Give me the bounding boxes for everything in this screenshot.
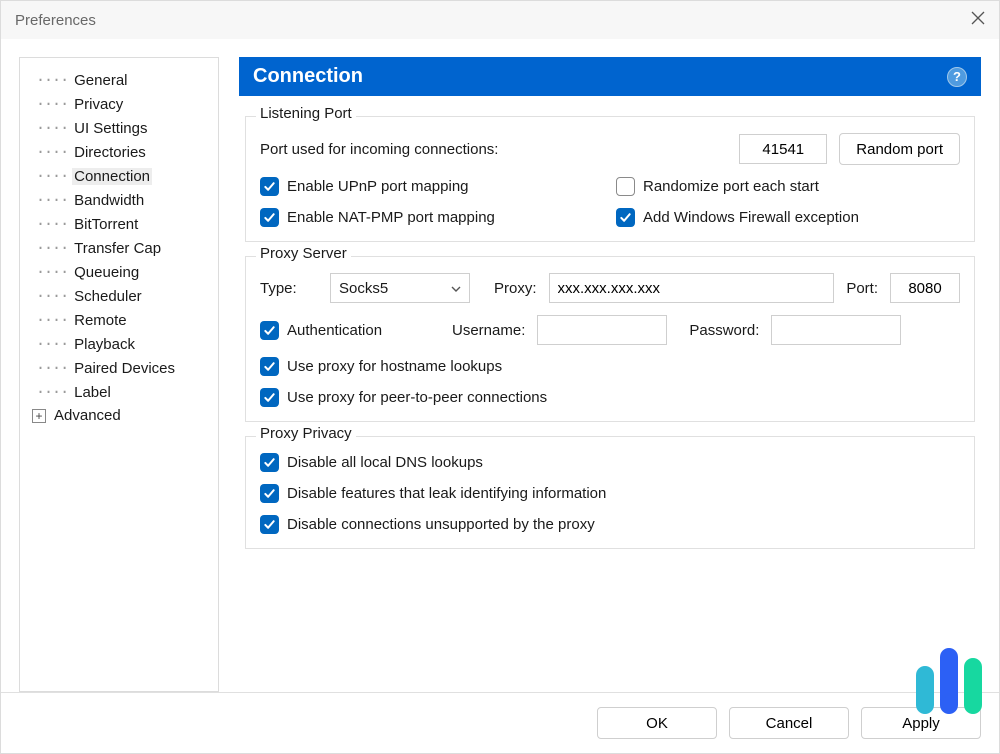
sidebar-item-label: Scheduler — [72, 288, 144, 305]
proxy-server-group: Proxy Server Type: Socks5 Proxy: Port: — [245, 256, 975, 422]
sidebar-item-remote[interactable]: ····Remote — [28, 308, 210, 332]
firewall-checkbox[interactable]: Add Windows Firewall exception — [616, 208, 859, 227]
port-label: Port used for incoming connections: — [260, 141, 727, 158]
listening-port-group: Listening Port Port used for incoming co… — [245, 116, 975, 242]
help-icon[interactable]: ? — [947, 67, 967, 87]
username-input[interactable] — [537, 315, 667, 345]
disable-dns-checkbox[interactable]: Disable all local DNS lookups — [260, 453, 483, 472]
sidebar-item-queueing[interactable]: ····Queueing — [28, 260, 210, 284]
panel-title: Connection — [253, 65, 363, 88]
sidebar-item-label: UI Settings — [72, 120, 149, 137]
proxy-type-label: Type: — [260, 280, 318, 297]
proxy-port-label: Port: — [846, 280, 878, 297]
group-title: Proxy Server — [256, 245, 351, 262]
sidebar-item-label: Paired Devices — [72, 360, 177, 377]
upnp-checkbox[interactable]: Enable UPnP port mapping — [260, 177, 469, 196]
chevron-down-icon — [451, 281, 461, 295]
sidebar-item-connection[interactable]: ····Connection — [28, 164, 210, 188]
natpmp-checkbox[interactable]: Enable NAT-PMP port mapping — [260, 208, 495, 227]
password-input[interactable] — [771, 315, 901, 345]
sidebar-item-scheduler[interactable]: ····Scheduler — [28, 284, 210, 308]
sidebar-item-advanced[interactable]: + Advanced — [28, 404, 210, 427]
preferences-window: Preferences ····General····Privacy····UI… — [0, 0, 1000, 754]
panel-header: Connection ? — [239, 57, 981, 96]
dialog-footer: OK Cancel Apply — [1, 692, 999, 753]
close-icon[interactable] — [971, 11, 985, 29]
proxy-p2p-checkbox[interactable]: Use proxy for peer-to-peer connections — [260, 388, 547, 407]
sidebar-item-bittorrent[interactable]: ····BitTorrent — [28, 212, 210, 236]
sidebar-item-transfer-cap[interactable]: ····Transfer Cap — [28, 236, 210, 260]
disable-leak-checkbox[interactable]: Disable features that leak identifying i… — [260, 484, 606, 503]
group-title: Listening Port — [256, 105, 356, 122]
sidebar-item-label: Queueing — [72, 264, 141, 281]
cancel-button[interactable]: Cancel — [729, 707, 849, 739]
password-label: Password: — [689, 322, 759, 339]
titlebar: Preferences — [1, 1, 999, 39]
sidebar-item-label[interactable]: ····Label — [28, 380, 210, 404]
sidebar-item-general[interactable]: ····General — [28, 68, 210, 92]
sidebar-item-label: Transfer Cap — [72, 240, 163, 257]
disable-unsupported-checkbox[interactable]: Disable connections unsupported by the p… — [260, 515, 595, 534]
proxy-type-select[interactable]: Socks5 — [330, 273, 470, 303]
proxy-privacy-group: Proxy Privacy Disable all local DNS look… — [245, 436, 975, 549]
randomize-checkbox[interactable]: Randomize port each start — [616, 177, 819, 196]
sidebar-item-playback[interactable]: ····Playback — [28, 332, 210, 356]
ok-button[interactable]: OK — [597, 707, 717, 739]
random-port-button[interactable]: Random port — [839, 133, 960, 165]
sidebar-item-label: BitTorrent — [72, 216, 140, 233]
sidebar-item-paired-devices[interactable]: ····Paired Devices — [28, 356, 210, 380]
sidebar-item-privacy[interactable]: ····Privacy — [28, 92, 210, 116]
sidebar-item-label: Directories — [72, 144, 148, 161]
proxy-host-input[interactable] — [549, 273, 835, 303]
sidebar-item-label: Bandwidth — [72, 192, 146, 209]
window-title: Preferences — [15, 12, 96, 29]
sidebar-item-directories[interactable]: ····Directories — [28, 140, 210, 164]
group-title: Proxy Privacy — [256, 425, 356, 442]
proxy-port-input[interactable] — [890, 273, 960, 303]
proxy-hostname-checkbox[interactable]: Use proxy for hostname lookups — [260, 357, 502, 376]
sidebar-item-label: Advanced — [52, 407, 123, 424]
preferences-sidebar: ····General····Privacy····UI Settings···… — [19, 57, 219, 692]
sidebar-item-bandwidth[interactable]: ····Bandwidth — [28, 188, 210, 212]
listening-port-input[interactable] — [739, 134, 827, 164]
expand-icon[interactable]: + — [32, 409, 46, 423]
sidebar-item-label: Playback — [72, 336, 137, 353]
sidebar-item-label: Label — [72, 384, 113, 401]
sidebar-item-label: Privacy — [72, 96, 125, 113]
username-label: Username: — [452, 322, 525, 339]
sidebar-item-label: Connection — [72, 168, 152, 185]
sidebar-item-label: General — [72, 72, 129, 89]
proxy-host-label: Proxy: — [494, 280, 537, 297]
apply-button[interactable]: Apply — [861, 707, 981, 739]
sidebar-item-ui-settings[interactable]: ····UI Settings — [28, 116, 210, 140]
sidebar-item-label: Remote — [72, 312, 129, 329]
auth-checkbox[interactable]: Authentication — [260, 321, 440, 340]
